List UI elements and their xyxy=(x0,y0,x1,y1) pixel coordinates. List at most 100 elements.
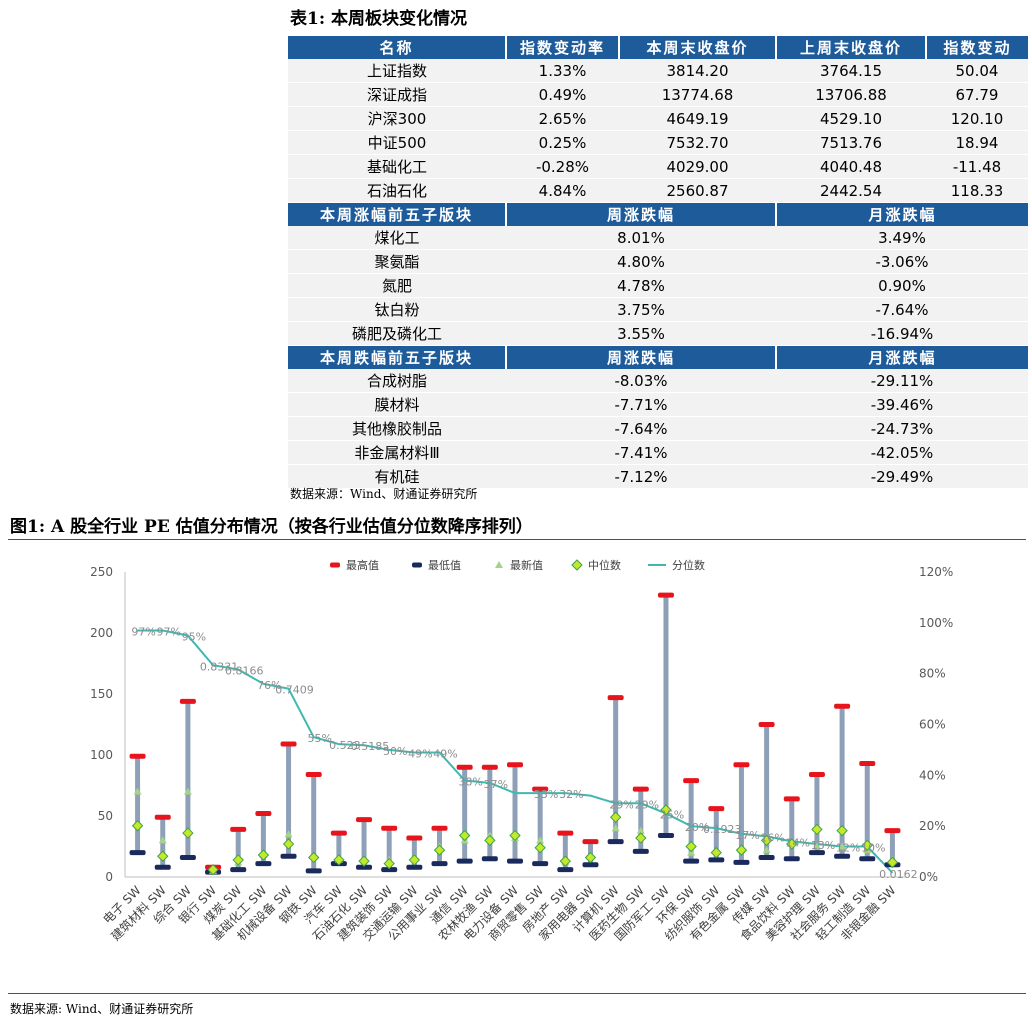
table-cell: 3814.20 xyxy=(619,59,776,83)
percentile-data-label: 0.0162 xyxy=(879,868,918,881)
percentile-data-label: 13% xyxy=(811,839,835,852)
median-marker xyxy=(509,829,521,842)
header-cell: 周涨跌幅 xyxy=(505,345,776,369)
min-marker xyxy=(708,857,725,863)
max-marker xyxy=(708,806,725,812)
latest-marker xyxy=(133,787,142,795)
table-cell: 4649.19 xyxy=(619,106,776,131)
table-row: 上证指数 1.33% 3814.20 3764.15 50.04 xyxy=(288,59,1028,83)
median-marker xyxy=(710,846,722,859)
max-marker xyxy=(859,761,876,767)
table-header-top5: 本周涨幅前五子版块 周涨跌幅 月涨跌幅 xyxy=(288,202,1028,226)
header-cell: 本周末收盘价 xyxy=(618,36,776,59)
table-cell: 13706.88 xyxy=(776,82,926,107)
percentile-data-label: 97% xyxy=(131,625,155,638)
figure-source: 数据来源: Wind、财通证券研究所 xyxy=(10,1002,194,1016)
table-cell: 8.01% xyxy=(506,226,776,250)
table-cell: 50.04 xyxy=(926,59,1028,83)
legend-label: 最新值 xyxy=(510,558,543,572)
table-cell: 120.10 xyxy=(926,106,1028,131)
left-tick-label: 200 xyxy=(90,626,113,640)
table-row: 磷肥及磷化工 3.55% -16.94% xyxy=(288,321,1028,346)
percentile-data-label: 49% xyxy=(408,747,432,760)
median-marker xyxy=(333,854,345,866)
median-marker xyxy=(282,838,295,850)
percentile-data-label: 0.8166 xyxy=(225,664,264,677)
table-cell: 3.49% xyxy=(776,226,1028,250)
percentile-data-label: 97% xyxy=(157,625,181,638)
max-marker xyxy=(607,695,624,701)
table-cell: 0.90% xyxy=(776,273,1028,298)
max-marker xyxy=(733,762,750,768)
figure-bottom-rule xyxy=(8,993,1026,994)
median-marker xyxy=(534,842,546,854)
table-cell: -39.46% xyxy=(776,392,1028,417)
median-marker xyxy=(685,840,697,853)
table-row: 有机硅 -7.12% -29.49% xyxy=(288,464,1028,489)
min-marker xyxy=(481,856,498,862)
table-cell: -8.03% xyxy=(506,369,776,393)
max-marker xyxy=(582,839,599,845)
percentile-data-label: 33% xyxy=(534,788,558,801)
percentile-data-label: 14% xyxy=(786,836,810,849)
left-tick-label: 250 xyxy=(90,565,113,579)
legend-latest-swatch xyxy=(495,561,503,568)
header-cell: 周涨跌幅 xyxy=(505,202,776,226)
table-cell: 4029.00 xyxy=(619,154,776,179)
percentile-data-label: 20% xyxy=(685,821,709,834)
table-header-bottom5: 本周跌幅前五子版块 周涨跌幅 月涨跌幅 xyxy=(288,345,1028,369)
left-tick-label: 150 xyxy=(90,687,113,701)
min-marker xyxy=(280,853,297,859)
table-cell: -7.12% xyxy=(506,464,776,489)
legend-label: 最高值 xyxy=(346,558,379,572)
latest-marker xyxy=(636,826,645,834)
table-cell: 0.25% xyxy=(506,130,619,155)
table-row: 钛白粉 3.75% -7.64% xyxy=(288,297,1028,322)
table-cell: 深证成指 xyxy=(288,82,506,107)
table-cell: 67.79 xyxy=(926,82,1028,107)
max-marker xyxy=(758,722,775,727)
table-cell: 4.84% xyxy=(506,178,619,203)
min-marker xyxy=(507,858,523,864)
table-cell: -11.48 xyxy=(926,154,1028,179)
table-cell: 非金属材料Ⅲ xyxy=(288,440,506,465)
table-row: 聚氨酯 4.80% -3.06% xyxy=(288,249,1028,274)
header-cell: 本周涨幅前五子版块 xyxy=(288,202,506,226)
max-marker xyxy=(683,778,700,784)
table-cell: 其他橡胶制品 xyxy=(288,416,506,441)
table-row: 沪深300 2.65% 4649.19 4529.10 120.10 xyxy=(288,106,1028,131)
table-cell: -7.64% xyxy=(506,416,776,441)
figure-title: 图1: A 股全行业 PE 估值分布情况（按各行业估值分位数降序排列） xyxy=(10,517,533,537)
table-cell: 合成树脂 xyxy=(288,369,506,393)
table-cell: 3.55% xyxy=(506,321,776,346)
table-cell: -16.94% xyxy=(776,321,1028,346)
percentile-data-label: 29% xyxy=(609,798,633,811)
latest-marker xyxy=(812,842,821,850)
min-marker xyxy=(657,833,674,839)
table-cell: 3.75% xyxy=(506,297,776,322)
min-marker xyxy=(255,861,272,867)
table-cell: -0.28% xyxy=(506,154,619,179)
percentile-data-label: 95% xyxy=(182,631,206,644)
min-marker xyxy=(733,859,750,865)
min-marker xyxy=(808,850,825,856)
table-cell: -24.73% xyxy=(776,416,1028,441)
table-cell: 氮肥 xyxy=(288,273,506,298)
legend-label: 中位数 xyxy=(588,558,621,572)
table-cell: -42.05% xyxy=(776,440,1028,465)
median-marker xyxy=(609,811,622,823)
table-cell: 膜材料 xyxy=(288,392,506,417)
median-marker xyxy=(861,839,873,851)
percentile-data-label: 17% xyxy=(735,829,759,842)
percentile-data-label: 16% xyxy=(760,831,784,844)
table-cell: 13774.68 xyxy=(619,82,776,107)
right-tick-label: 100% xyxy=(919,616,953,630)
table-cell: -3.06% xyxy=(776,249,1028,274)
table-cell: 1.33% xyxy=(506,59,619,83)
table-cell: 聚氨酯 xyxy=(288,249,506,274)
percentile-data-label: 32% xyxy=(559,788,583,801)
right-tick-label: 120% xyxy=(919,565,953,579)
right-tick-label: 0% xyxy=(919,870,938,884)
median-marker xyxy=(433,844,446,856)
table-cell: -7.64% xyxy=(776,297,1028,322)
